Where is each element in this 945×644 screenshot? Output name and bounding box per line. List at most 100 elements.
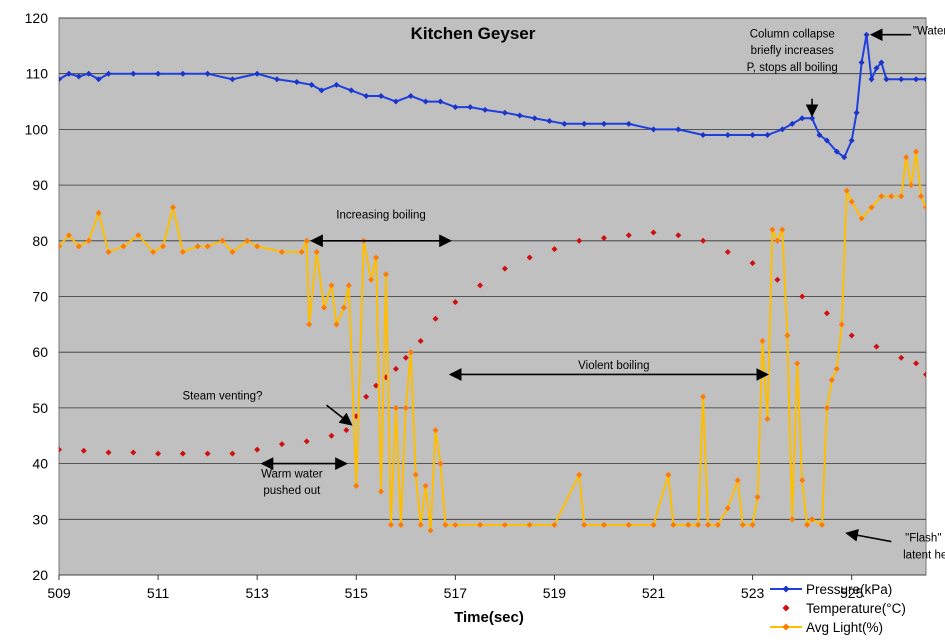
data-point — [85, 70, 92, 77]
data-point — [600, 521, 607, 528]
data-point — [85, 237, 92, 244]
annotation-text: P, stops all boiling — [747, 62, 838, 74]
data-point — [477, 282, 484, 289]
data-point — [293, 79, 300, 86]
data-point — [407, 92, 414, 99]
data-point — [382, 271, 389, 278]
data-point — [204, 70, 211, 77]
data-point — [477, 521, 484, 528]
data-point — [278, 248, 285, 255]
annotation-text: latent heating? — [903, 549, 945, 561]
data-point — [670, 521, 677, 528]
data-point — [828, 377, 835, 384]
data-point — [105, 449, 112, 456]
data-point — [526, 521, 533, 528]
data-point — [576, 237, 583, 244]
data-point — [923, 76, 926, 83]
data-point — [581, 521, 588, 528]
data-point — [169, 204, 176, 211]
data-point — [868, 76, 875, 83]
annotation-text: Violent boiling — [578, 360, 649, 372]
data-point — [700, 393, 707, 400]
y-tick-label: 40 — [32, 456, 48, 472]
data-point — [105, 70, 112, 77]
data-point — [321, 304, 328, 311]
data-point — [724, 505, 731, 512]
data-point — [779, 226, 786, 233]
data-point — [695, 521, 702, 528]
data-point — [179, 70, 186, 77]
annotation-text: pushed out — [263, 485, 321, 497]
data-point — [898, 193, 905, 200]
data-point — [918, 193, 925, 200]
data-point — [913, 148, 920, 155]
data-point — [675, 126, 682, 133]
data-point — [843, 187, 850, 194]
data-point — [254, 70, 261, 77]
data-point — [749, 260, 756, 267]
data-point — [823, 137, 830, 144]
x-tick-label: 511 — [147, 585, 170, 601]
data-point — [749, 521, 756, 528]
x-tick-label: 523 — [741, 585, 765, 601]
data-point — [179, 248, 186, 255]
y-axis-ticks: 20 30 40 50 60 70 80 90 100 110 120 — [25, 10, 49, 583]
legend-label: Avg Light(%) — [806, 620, 883, 635]
legend: Pressure(kPa) Temperature(°C) Avg Light(%) — [770, 582, 906, 635]
data-point — [923, 204, 926, 211]
data-point — [333, 321, 340, 328]
series-pressure — [59, 31, 926, 161]
data-point — [120, 243, 127, 250]
data-point — [809, 516, 816, 523]
x-tick-label: 517 — [444, 585, 468, 601]
x-axis-ticks: 509 511 513 515 517 519 521 523 525 — [47, 575, 864, 601]
data-point — [130, 70, 137, 77]
series-light — [59, 148, 926, 534]
data-point — [244, 237, 251, 244]
data-point — [873, 65, 880, 72]
data-point — [59, 243, 62, 250]
data-point — [229, 248, 236, 255]
data-point — [600, 235, 607, 242]
data-point — [328, 282, 335, 289]
data-point — [650, 229, 657, 236]
annotation-text: Steam venting? — [183, 391, 263, 403]
data-point — [853, 109, 860, 116]
data-point — [898, 76, 905, 83]
data-point — [308, 81, 315, 88]
data-point — [155, 70, 162, 77]
data-point — [95, 209, 102, 216]
data-point — [437, 98, 444, 105]
y-tick-label: 30 — [32, 511, 48, 527]
data-point — [531, 115, 538, 122]
data-point — [229, 450, 236, 457]
data-point — [303, 237, 310, 244]
data-point — [59, 76, 62, 83]
data-point — [75, 243, 82, 250]
data-point — [501, 521, 508, 528]
y-tick-label: 110 — [26, 66, 49, 82]
x-tick-label: 525 — [840, 585, 864, 601]
data-point — [387, 521, 394, 528]
data-point — [833, 148, 840, 155]
data-point — [759, 338, 766, 345]
data-point — [427, 527, 434, 534]
data-point — [318, 87, 325, 94]
legend-label: Temperature(°C) — [806, 601, 906, 616]
annotation-text: Warm water — [261, 469, 323, 481]
data-point — [774, 237, 781, 244]
x-tick-label: 513 — [245, 585, 269, 601]
x-tick-label: 519 — [543, 585, 567, 601]
data-point — [298, 248, 305, 255]
data-point — [700, 237, 707, 244]
data-point — [254, 243, 261, 250]
data-point — [150, 248, 157, 255]
data-point — [739, 521, 746, 528]
y-tick-label: 120 — [25, 10, 49, 26]
data-point — [724, 131, 731, 138]
data-point — [273, 76, 280, 83]
series-temperature — [59, 229, 926, 457]
annotation-text: "Flash" due to — [905, 533, 945, 545]
data-point — [799, 115, 806, 122]
data-point — [784, 332, 791, 339]
